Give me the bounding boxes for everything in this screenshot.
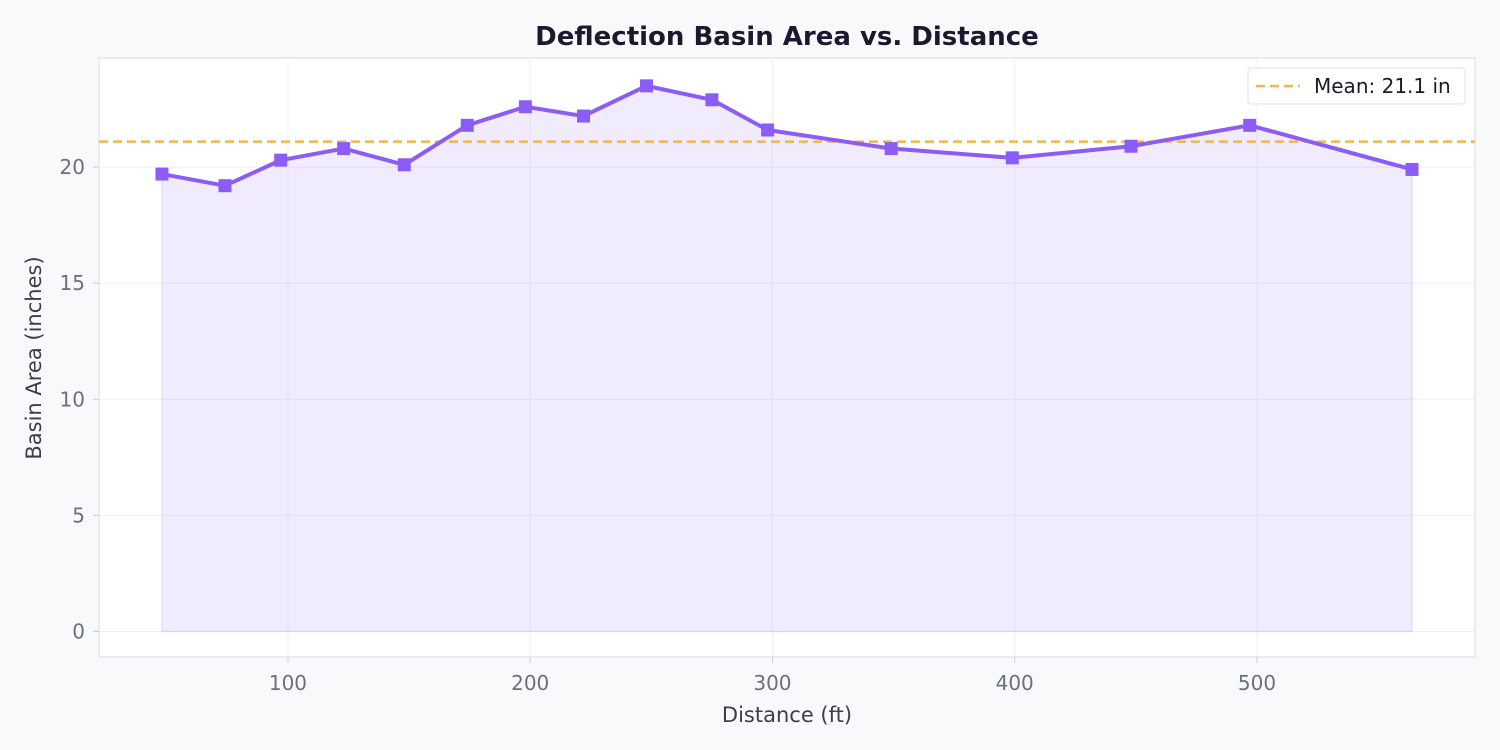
x-tick-label: 400 <box>996 671 1034 695</box>
data-point-marker <box>1243 118 1257 132</box>
x-tick-label: 200 <box>511 671 549 695</box>
chart-title: Deflection Basin Area vs. Distance <box>535 22 1039 52</box>
data-point-marker <box>518 100 532 114</box>
y-tick-label: 5 <box>72 503 85 527</box>
legend-box <box>1247 67 1466 105</box>
data-point-marker <box>884 142 898 156</box>
legend-label: Mean: 21.1 in <box>1314 74 1451 98</box>
data-point-marker <box>397 158 411 172</box>
grid <box>99 58 1475 657</box>
x-tick-label: 300 <box>753 671 791 695</box>
data-point-marker <box>1124 139 1138 153</box>
x-axis-label: Distance (ft) <box>722 703 852 727</box>
y-tick-label: 10 <box>60 387 85 411</box>
x-tick-label: 100 <box>269 671 307 695</box>
y-tick-label: 0 <box>72 619 85 643</box>
data-point-marker <box>218 179 232 193</box>
y-tick-label: 20 <box>60 155 85 179</box>
x-tick-label: 500 <box>1238 671 1276 695</box>
series-line <box>161 83 1413 188</box>
data-point-marker <box>274 153 288 167</box>
series-area-fill <box>161 85 1413 633</box>
data-point-marker <box>460 118 474 132</box>
legend: Mean: 21.1 in <box>1247 67 1466 105</box>
data-point-marker <box>337 142 351 156</box>
data-point-marker <box>639 79 653 93</box>
data-point-marker <box>155 167 169 181</box>
y-tick-label: 15 <box>60 271 85 295</box>
data-point-marker <box>577 109 591 123</box>
data-point-marker <box>1005 151 1019 165</box>
plot-area <box>98 57 1476 658</box>
data-point-marker <box>705 93 719 107</box>
data-point-marker <box>761 123 775 137</box>
data-point-marker <box>1405 162 1419 176</box>
y-axis-label: Basin Area (inches) <box>22 256 46 459</box>
